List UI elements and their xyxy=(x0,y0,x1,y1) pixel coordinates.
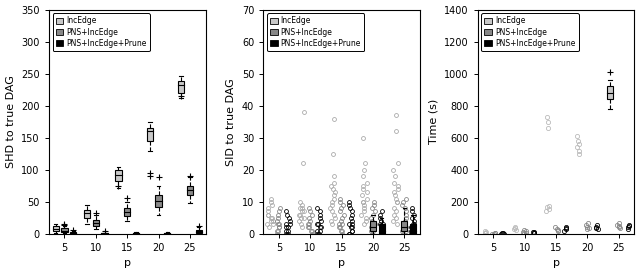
FancyBboxPatch shape xyxy=(370,221,376,231)
FancyBboxPatch shape xyxy=(84,210,90,218)
FancyBboxPatch shape xyxy=(70,232,76,234)
Y-axis label: SHD to true DAG: SHD to true DAG xyxy=(6,75,15,168)
FancyBboxPatch shape xyxy=(93,220,99,226)
FancyBboxPatch shape xyxy=(178,81,184,93)
FancyBboxPatch shape xyxy=(133,233,139,234)
FancyBboxPatch shape xyxy=(187,186,193,195)
FancyBboxPatch shape xyxy=(115,170,122,181)
FancyBboxPatch shape xyxy=(164,233,170,234)
FancyBboxPatch shape xyxy=(124,208,131,216)
Y-axis label: SID to true DAG: SID to true DAG xyxy=(226,78,236,165)
FancyBboxPatch shape xyxy=(156,195,162,207)
FancyBboxPatch shape xyxy=(607,87,613,99)
Legend: IncEdge, PNS+IncEdge, PNS+IncEdge+Prune: IncEdge, PNS+IncEdge, PNS+IncEdge+Prune xyxy=(52,13,150,51)
Y-axis label: Time (s): Time (s) xyxy=(428,99,438,144)
FancyBboxPatch shape xyxy=(52,226,59,231)
FancyBboxPatch shape xyxy=(196,230,202,233)
FancyBboxPatch shape xyxy=(379,224,385,234)
X-axis label: p: p xyxy=(552,258,559,269)
FancyBboxPatch shape xyxy=(410,224,416,234)
X-axis label: p: p xyxy=(338,258,345,269)
Legend: IncEdge, PNS+IncEdge, PNS+IncEdge+Prune: IncEdge, PNS+IncEdge, PNS+IncEdge+Prune xyxy=(267,13,364,51)
FancyBboxPatch shape xyxy=(147,128,153,141)
X-axis label: p: p xyxy=(124,258,131,269)
FancyBboxPatch shape xyxy=(102,233,108,234)
FancyBboxPatch shape xyxy=(401,221,408,231)
Legend: IncEdge, PNS+IncEdge, PNS+IncEdge+Prune: IncEdge, PNS+IncEdge, PNS+IncEdge+Prune xyxy=(481,13,579,51)
FancyBboxPatch shape xyxy=(61,228,68,232)
